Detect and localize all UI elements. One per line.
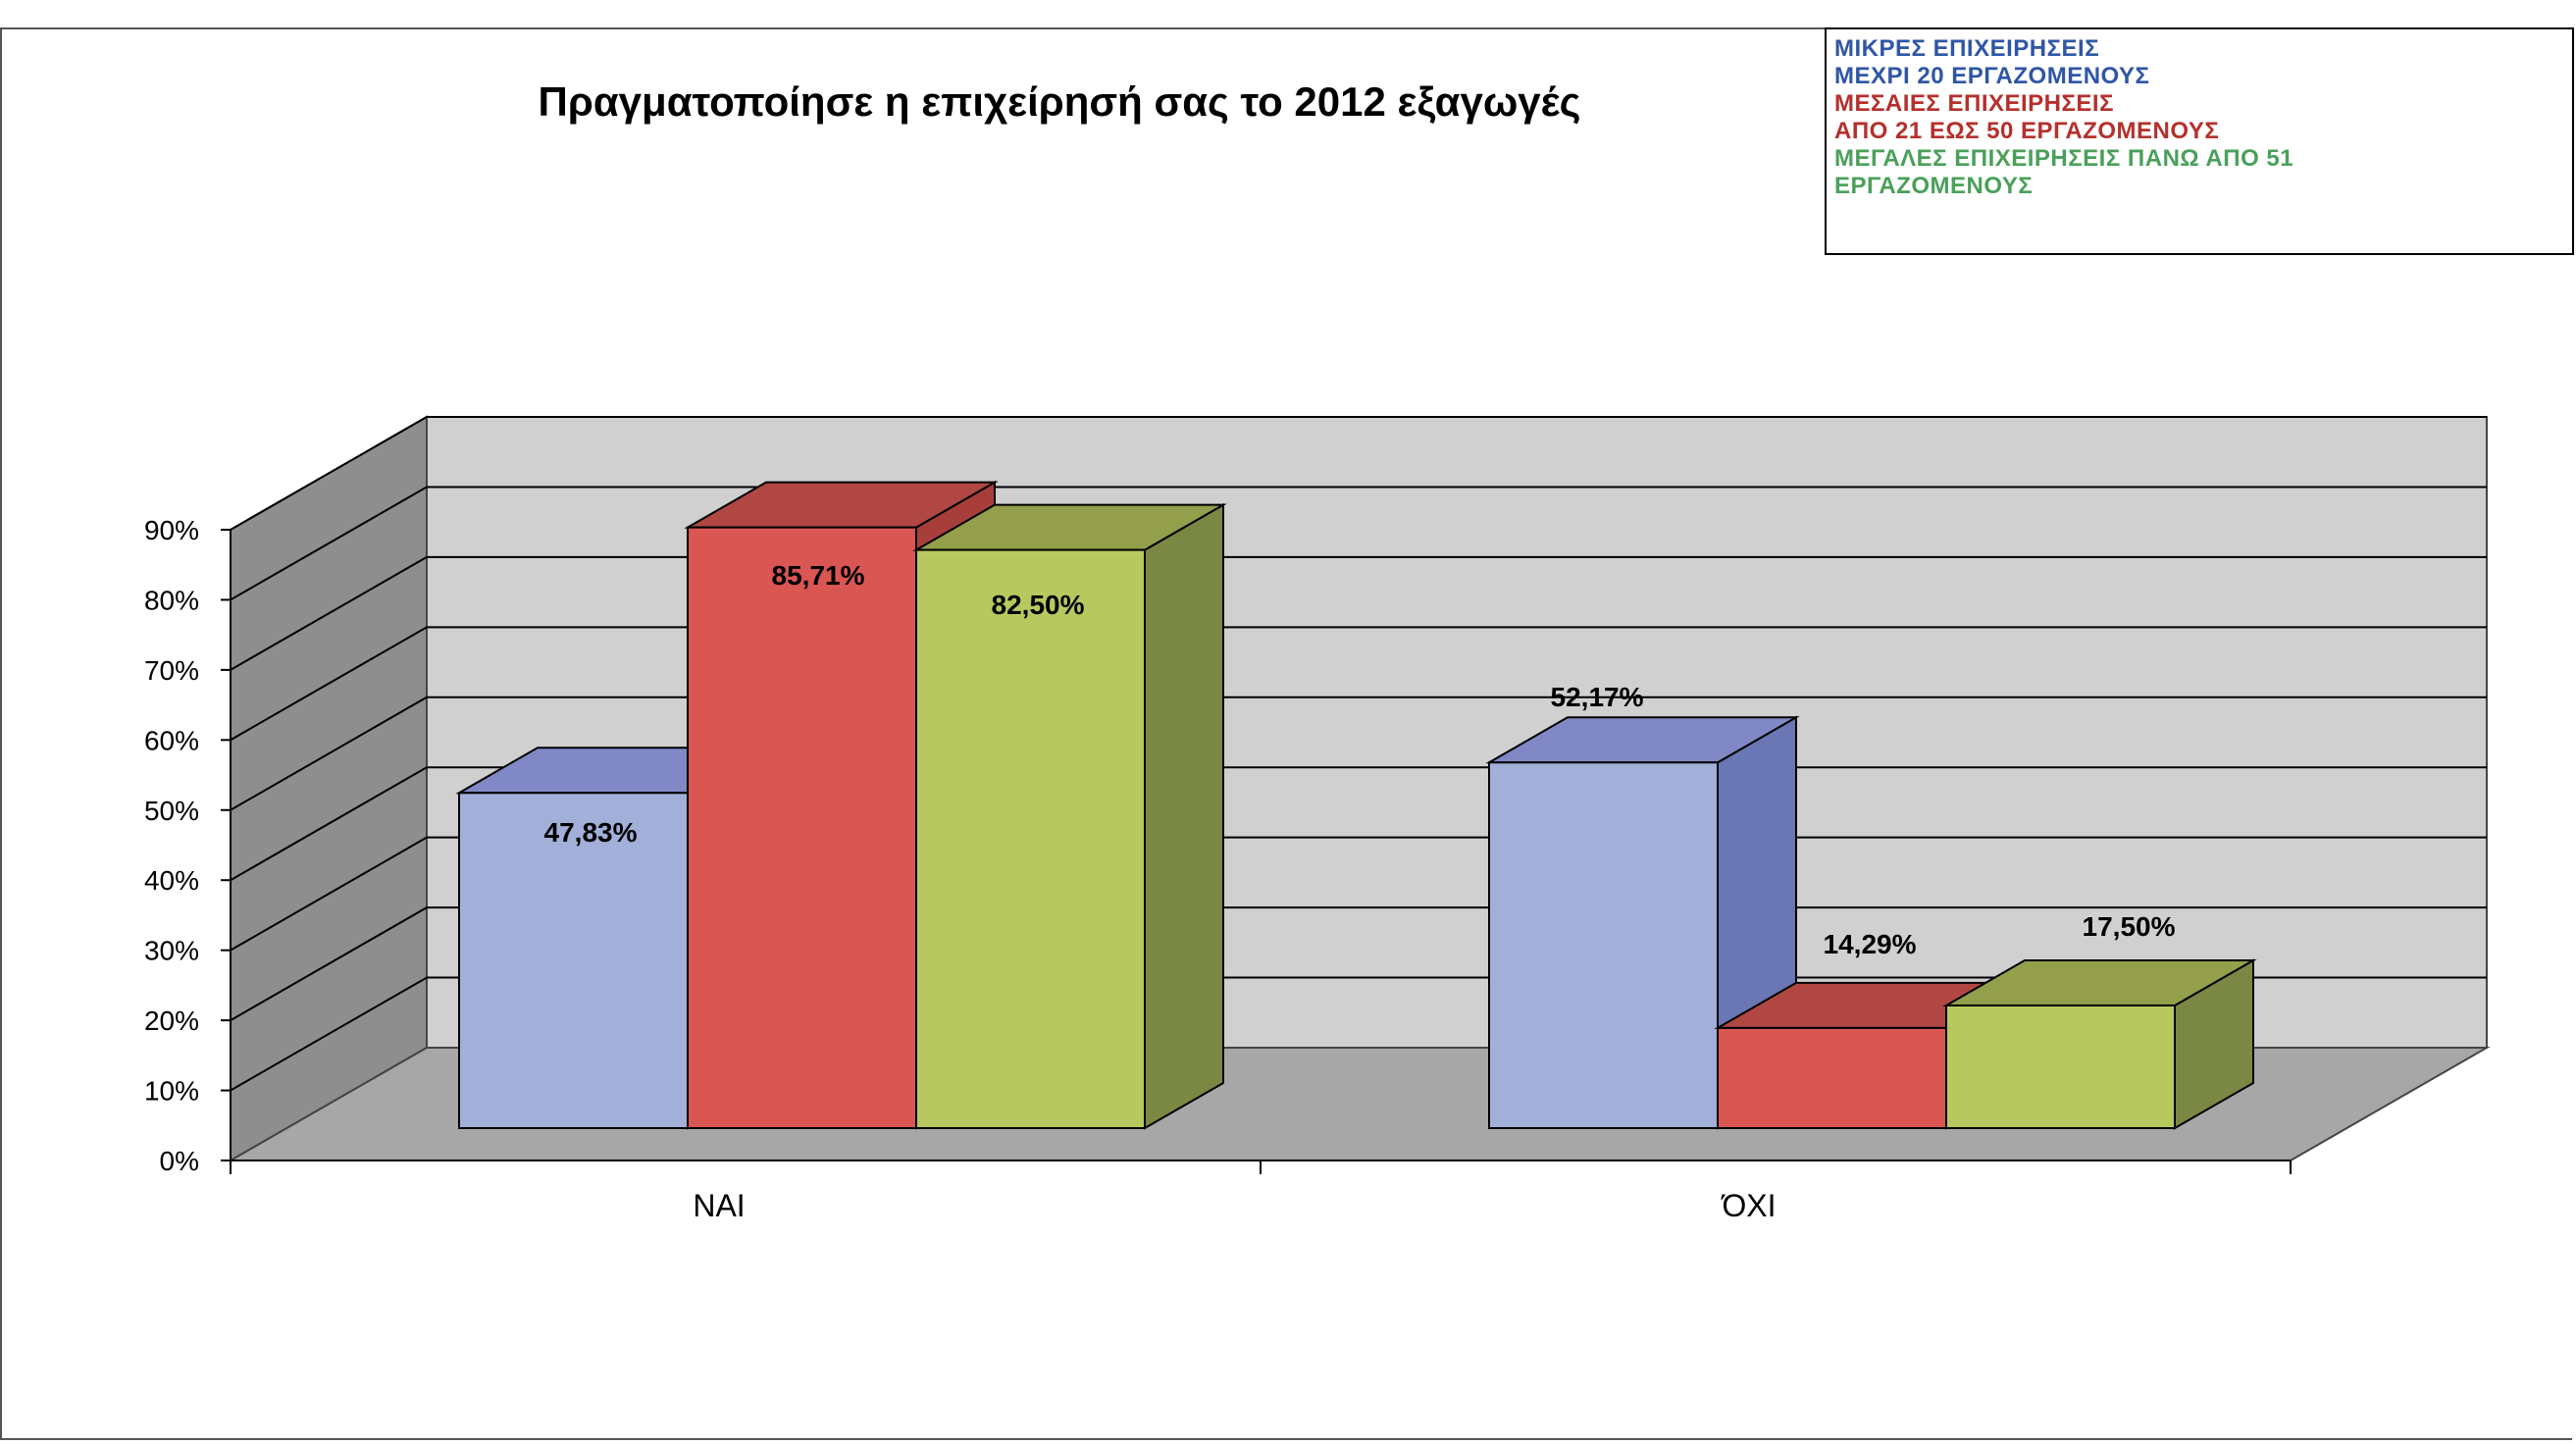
legend: ΜΙΚΡΕΣ ΕΠΙΧΕΙΡΗΣΕΙΣ ΜΕΧΡΙ 20 ΕΡΓΑΖΟΜΕΝΟΥ… xyxy=(1825,27,2574,255)
bars xyxy=(455,480,2257,1130)
bar-front xyxy=(1717,1026,1947,1129)
y-tick-label: 40% xyxy=(144,865,199,896)
y-tick-label: 90% xyxy=(144,515,199,545)
gridline-side xyxy=(230,906,428,1021)
y-tick-label: 60% xyxy=(144,725,199,755)
value-labels: 47,83% 85,71% 82,50% 52,17% 14,29% 17,50% xyxy=(544,560,2176,959)
gridline-side xyxy=(230,696,428,811)
gridline-side xyxy=(230,766,428,882)
data-label: 17,50% xyxy=(2083,911,2176,942)
y-tick-label: 10% xyxy=(144,1076,199,1107)
gridline-side xyxy=(230,626,428,742)
bar-front xyxy=(915,548,1146,1129)
legend-line: ΜΙΚΡΕΣ ΕΠΙΧΕΙΡΗΣΕΙΣ xyxy=(1834,35,2100,62)
legend-line: ΜΕΣΑΙΕΣ ΕΠΙΧΕΙΡΗΣΕΙΣ xyxy=(1834,90,2114,117)
gridline-side xyxy=(230,836,428,952)
bar xyxy=(912,502,1227,1130)
data-label: 85,71% xyxy=(772,560,865,591)
category-labels: ΝΑΙ ΌΧΙ xyxy=(693,1188,1776,1223)
y-tick-label: 0% xyxy=(160,1146,199,1176)
category-label: ΌΧΙ xyxy=(1720,1188,1776,1223)
bar-front xyxy=(458,792,689,1130)
legend-line: ΑΠΟ 21 ΕΩΣ 50 ΕΡΓΑΖΟΜΕΝΟΥΣ xyxy=(1834,118,2220,144)
chart-title: Πραγματοποίησε η επιχείρησή σας το 2012 … xyxy=(539,78,1581,125)
bar xyxy=(1942,958,2257,1130)
gridline-side xyxy=(230,556,428,671)
data-label: 52,17% xyxy=(1551,682,1644,712)
data-label: 47,83% xyxy=(544,817,638,848)
y-tick-label: 50% xyxy=(144,796,199,826)
bar xyxy=(1485,715,1800,1130)
y-tick-label: 30% xyxy=(144,936,199,966)
gridline-side xyxy=(230,976,428,1092)
bar-side xyxy=(1144,502,1224,1130)
bar-front xyxy=(1945,1004,2176,1129)
gridline-side xyxy=(230,486,428,601)
y-axis-ticks: 0% 10% 20% 30% 40% 50% 60% 70% 80% 90% xyxy=(144,515,2292,1176)
category-label: ΝΑΙ xyxy=(693,1188,745,1223)
data-label: 82,50% xyxy=(992,590,1085,620)
chart-frame xyxy=(0,27,2572,1440)
bar-front xyxy=(687,526,917,1129)
legend-line: ΜΕΧΡΙ 20 ΕΡΓΑΖΟΜΕΝΟΥΣ xyxy=(1834,63,2150,89)
y-tick-label: 20% xyxy=(144,1006,199,1036)
legend-line: ΕΡΓΑΖΟΜΕΝΟΥΣ xyxy=(1834,173,2034,199)
gridline-side xyxy=(230,416,428,531)
y-tick-label: 80% xyxy=(144,585,199,615)
bar-front xyxy=(1488,761,1719,1130)
y-tick-label: 70% xyxy=(144,655,199,686)
side-wall xyxy=(230,415,428,1162)
legend-line: ΜΕΓΑΛΕΣ ΕΠΙΧΕΙΡΗΣΕΙΣ ΠΑΝΩ ΑΠΟ 51 xyxy=(1834,145,2294,172)
data-label: 14,29% xyxy=(1824,929,1917,959)
